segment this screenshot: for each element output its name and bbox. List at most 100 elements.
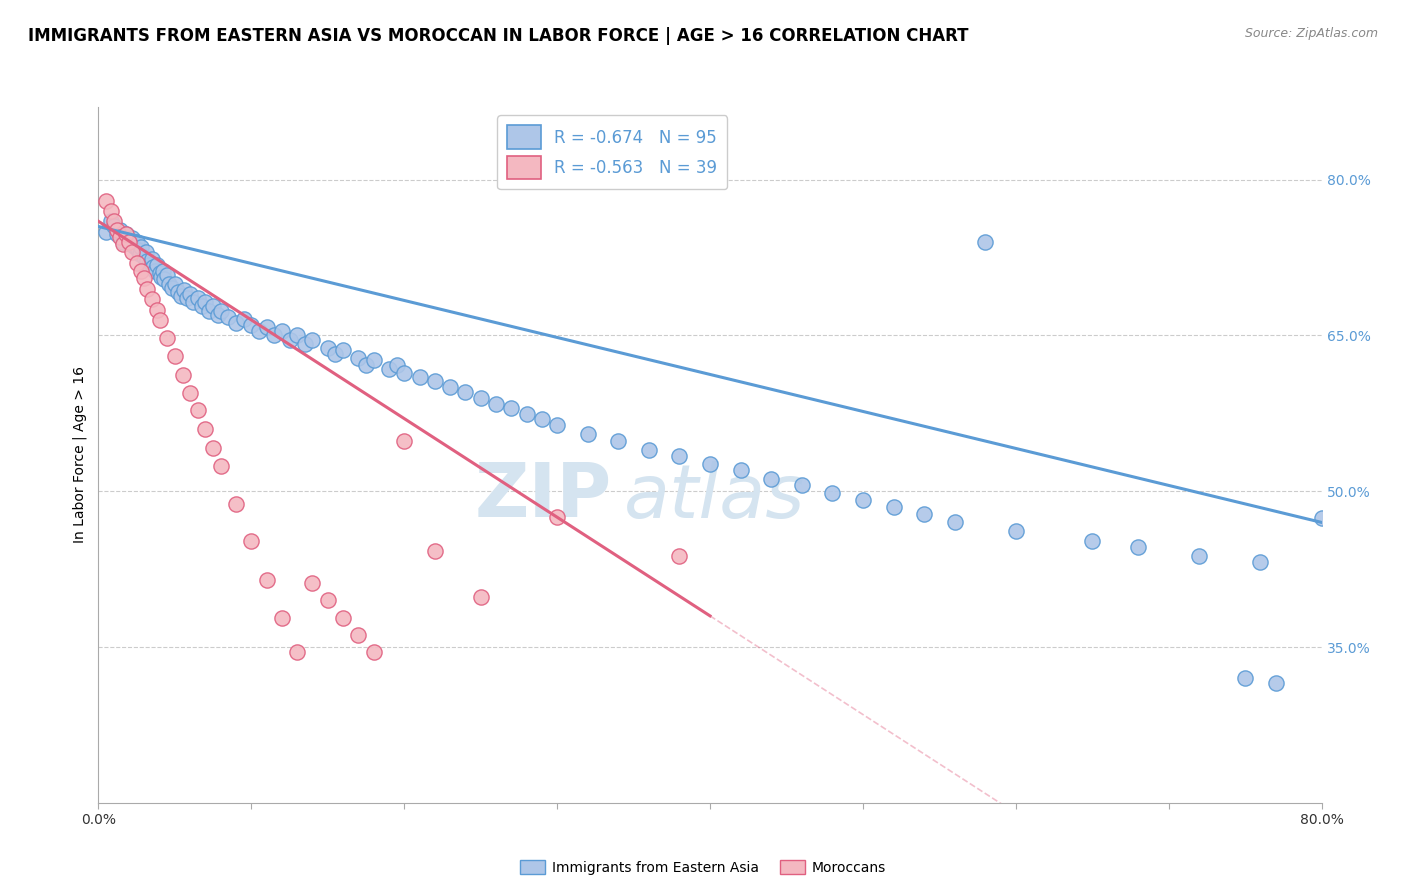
Point [111,235,134,249]
Point [1310,511,1333,525]
Point [325,347,347,361]
Point [668,449,690,463]
Point [127,244,149,258]
Point [1188,549,1211,563]
Point [172,368,194,382]
Point [163,349,186,363]
Point [141,252,163,266]
Point [332,611,354,625]
Point [354,358,377,372]
Point [1128,541,1150,555]
Point [179,287,201,301]
Point [301,575,323,590]
Point [790,478,813,492]
Point [454,384,477,399]
Text: Source: ZipAtlas.com: Source: ZipAtlas.com [1244,27,1378,40]
Point [156,330,179,344]
Point [149,266,172,280]
Point [125,256,148,270]
Point [316,593,339,607]
Point [470,590,492,604]
Point [1004,524,1026,538]
Point [100,214,122,228]
Point [270,324,292,338]
Point [145,258,167,272]
Point [301,333,323,347]
Point [163,277,186,291]
Point [470,391,492,405]
Point [852,492,875,507]
Point [160,281,183,295]
Point [423,544,446,558]
Point [347,627,370,641]
Point [153,272,176,286]
Point [181,295,204,310]
Legend: Immigrants from Eastern Asia, Moroccans: Immigrants from Eastern Asia, Moroccans [515,855,891,880]
Point [202,441,225,455]
Point [576,427,599,442]
Point [821,486,844,500]
Point [347,351,370,366]
Point [730,463,752,477]
Point [103,219,125,234]
Point [385,358,408,372]
Point [150,270,173,285]
Point [232,311,254,326]
Point [142,260,165,274]
Point [247,324,270,338]
Point [285,645,308,659]
Point [668,549,690,563]
Point [121,245,143,260]
Point [105,227,128,241]
Point [105,222,128,236]
Point [194,422,217,436]
Point [149,313,172,327]
Point [115,227,138,241]
Point [699,457,721,471]
Point [316,341,339,355]
Point [209,459,232,474]
Point [108,230,131,244]
Point [141,292,163,306]
Point [115,227,138,241]
Point [173,283,195,297]
Point [423,374,446,388]
Point [294,336,316,351]
Point [191,300,214,314]
Text: IMMIGRANTS FROM EASTERN ASIA VS MOROCCAN IN LABOR FORCE | AGE > 16 CORRELATION C: IMMIGRANTS FROM EASTERN ASIA VS MOROCCAN… [28,27,969,45]
Point [485,397,508,411]
Point [187,403,209,417]
Point [501,401,523,416]
Point [1081,534,1104,549]
Point [176,291,198,305]
Point [194,295,217,310]
Point [129,240,152,254]
Point [125,235,148,249]
Point [187,291,209,305]
Point [108,222,131,236]
Point [217,310,239,324]
Point [121,231,143,245]
Point [136,253,159,268]
Point [197,303,219,318]
Point [156,268,179,283]
Point [145,302,167,317]
Point [392,366,416,380]
Point [128,247,150,261]
Point [1264,676,1286,690]
Point [94,194,117,208]
Point [94,225,117,239]
Text: atlas: atlas [624,460,806,533]
Point [546,510,568,524]
Point [607,434,630,449]
Point [110,230,132,244]
Point [363,645,385,659]
Point [209,303,232,318]
Text: ZIP: ZIP [475,460,612,533]
Point [363,353,385,368]
Point [256,320,278,334]
Point [170,289,193,303]
Point [516,408,538,422]
Point [143,264,166,278]
Point [134,271,156,285]
